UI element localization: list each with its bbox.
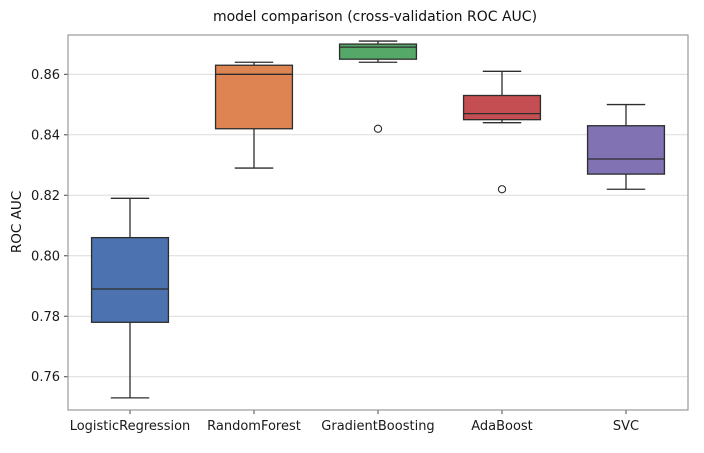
- y-tick-label: 0.80: [31, 249, 60, 264]
- box-group-SVC: [586, 103, 666, 190]
- y-tick-label: 0.84: [31, 128, 60, 143]
- box-GradientBoosting: [338, 43, 418, 60]
- x-tick-label: GradientBoosting: [321, 419, 434, 434]
- x-tick-label: RandomForest: [207, 419, 301, 434]
- box-RandomForest: [214, 64, 294, 130]
- outlier-point: [373, 124, 383, 133]
- box-AdaBoost: [462, 94, 542, 121]
- box-group-AdaBoost: [462, 70, 542, 194]
- plot-area: [68, 35, 688, 410]
- box-group-GradientBoosting: [338, 40, 418, 133]
- box-SVC: [586, 125, 666, 175]
- box-group-RandomForest: [214, 61, 294, 169]
- x-tick-label: LogisticRegression: [70, 419, 191, 434]
- x-tick-label: SVC: [613, 419, 639, 434]
- axes-border: [67, 34, 689, 411]
- y-tick-label: 0.82: [31, 189, 60, 204]
- x-tick-label: AdaBoost: [471, 419, 533, 434]
- box-group-LogisticRegression: [90, 197, 170, 399]
- y-tick-label: 0.78: [31, 310, 60, 325]
- outlier-point: [497, 185, 507, 194]
- box-LogisticRegression: [90, 236, 170, 323]
- chart-title: model comparison (cross-validation ROC A…: [212, 9, 538, 25]
- y-tick-label: 0.76: [31, 370, 60, 385]
- y-tick-label: 0.86: [31, 68, 60, 83]
